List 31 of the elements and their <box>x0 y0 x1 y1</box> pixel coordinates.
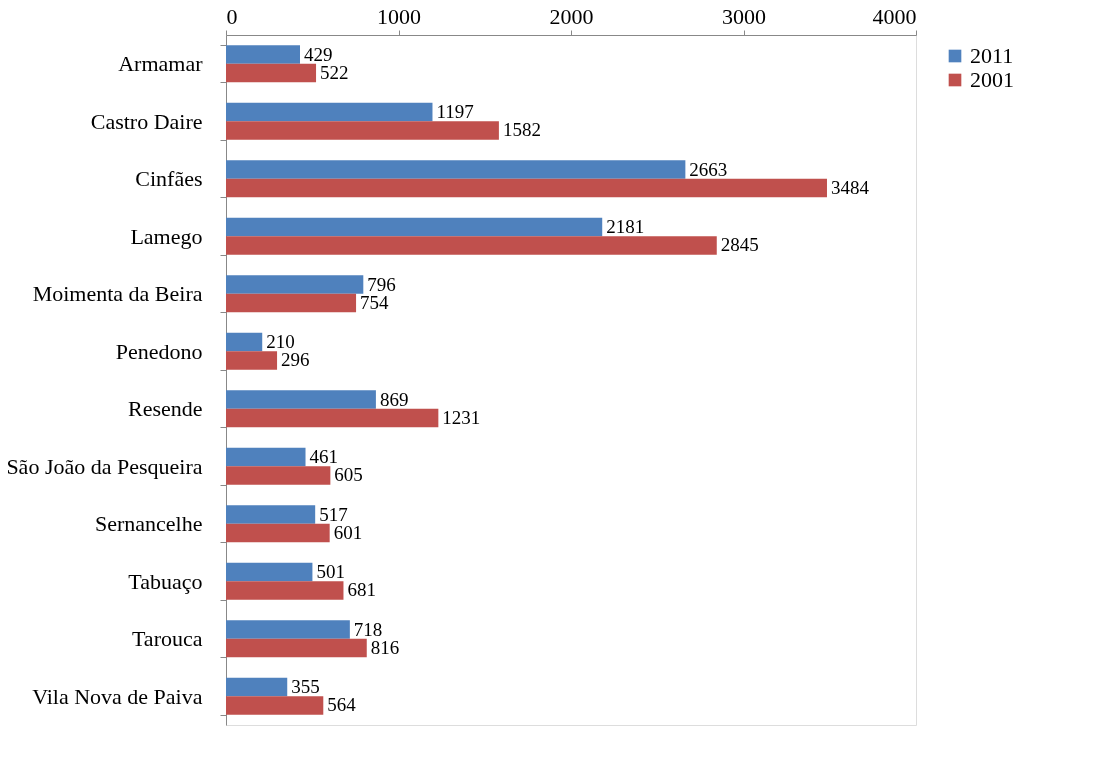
data-label: 501 <box>316 561 345 583</box>
y-tick-label: Resende <box>127 396 203 422</box>
data-label: 1197 <box>436 101 474 123</box>
x-tick-label: 3000 <box>722 3 766 29</box>
data-label: 2181 <box>606 216 645 238</box>
data-label: 355 <box>291 676 320 698</box>
x-tick-label: 4000 <box>872 3 917 29</box>
x-tick-label: 0 <box>226 3 238 29</box>
y-tick-label: Castro Daire <box>90 108 203 134</box>
y-tick-label: São João da Pesqueira <box>6 453 203 479</box>
y-tick-label: Lamego <box>130 223 203 249</box>
y-tick-label: Penedono <box>115 338 203 364</box>
y-tick-label: Armamar <box>118 51 204 77</box>
data-label: 1582 <box>502 119 541 141</box>
x-tick-label: 2000 <box>549 3 594 29</box>
legend-label: 2001 <box>970 67 1014 92</box>
y-tick-label: Vila Nova de Paiva <box>32 683 203 709</box>
y-tick-label: Cinfães <box>135 166 203 192</box>
data-label: 681 <box>347 579 376 601</box>
y-tick-label: Moimenta da Beira <box>32 281 203 307</box>
y-tick-label: Tarouca <box>131 626 203 652</box>
data-label: 2663 <box>689 158 728 180</box>
legend-label: 2011 <box>970 43 1014 68</box>
data-label: 2845 <box>720 234 759 256</box>
data-label: 3484 <box>830 176 870 198</box>
y-tick-label: Sernancelhe <box>95 511 203 537</box>
data-label: 869 <box>379 388 409 410</box>
x-tick-label: 1000 <box>377 3 421 29</box>
data-label: 1231 <box>442 406 481 428</box>
y-tick-label: Tabuaço <box>128 568 203 594</box>
data-label: 564 <box>327 694 357 716</box>
